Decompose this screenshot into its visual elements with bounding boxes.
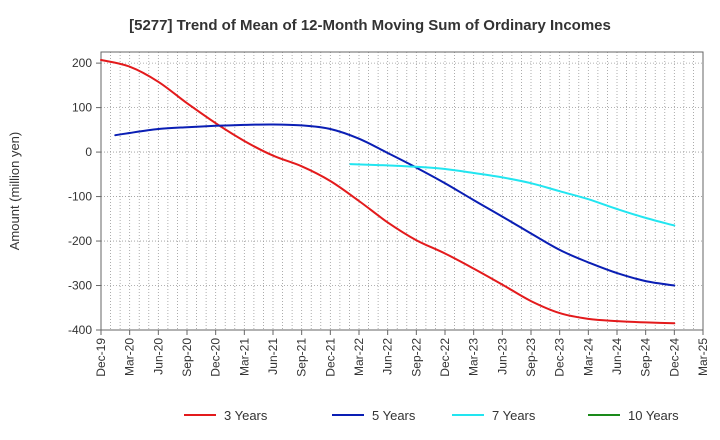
- y-tick-label: 0: [85, 145, 92, 159]
- x-tick-label: Sep-24: [639, 338, 653, 377]
- x-tick-label: Mar-22: [352, 338, 366, 376]
- x-tick-label: Jun-20: [151, 338, 165, 375]
- x-tick-label: Jun-23: [495, 338, 509, 375]
- legend-label-7-years: 7 Years: [492, 408, 536, 423]
- legend-label-5-years: 5 Years: [372, 408, 416, 423]
- series-line-7-years: [349, 163, 676, 227]
- y-tick-label: -400: [68, 323, 92, 337]
- x-tick-label: Dec-20: [209, 338, 223, 377]
- x-tick-label: Mar-23: [467, 338, 481, 376]
- x-tick-label: Dec-22: [438, 338, 452, 377]
- y-tick-label: -200: [68, 234, 92, 248]
- x-tick-label: Mar-20: [123, 338, 137, 376]
- x-tick-label: Sep-20: [180, 338, 194, 377]
- y-axis-label: Amount (million yen): [7, 132, 22, 251]
- legend-label-3-years: 3 Years: [224, 408, 268, 423]
- x-tick-label: Jun-21: [266, 338, 280, 375]
- x-tick-label: Dec-21: [323, 338, 337, 377]
- x-tick-label: Jun-24: [610, 338, 624, 375]
- x-tick-label: Mar-21: [237, 338, 251, 376]
- x-tick-label: Sep-22: [409, 338, 423, 377]
- y-tick-label: -100: [68, 190, 92, 204]
- legend: 3 Years 5 Years 7 Years 10 Years: [184, 408, 679, 423]
- x-tick-label: Mar-25: [696, 338, 710, 376]
- y-tick-label: -300: [68, 279, 92, 293]
- plot-frame: [100, 51, 704, 331]
- x-tick-label: Sep-21: [295, 338, 309, 377]
- x-tick-label: Jun-22: [381, 338, 395, 375]
- x-tick-label: Dec-23: [553, 338, 567, 377]
- series-line-5-years: [114, 123, 676, 287]
- y-tick-label: 100: [72, 101, 92, 115]
- x-tick-label: Sep-23: [524, 338, 538, 377]
- legend-label-10-years: 10 Years: [628, 408, 679, 423]
- y-tick-label: 200: [72, 56, 92, 70]
- series-line-3-years: [100, 59, 676, 325]
- x-tick-label: Dec-24: [667, 338, 681, 377]
- x-tick-label: Dec-19: [94, 338, 108, 377]
- x-tick-label: Mar-24: [581, 338, 595, 376]
- chart-title: [5277] Trend of Mean of 12-Month Moving …: [129, 17, 611, 34]
